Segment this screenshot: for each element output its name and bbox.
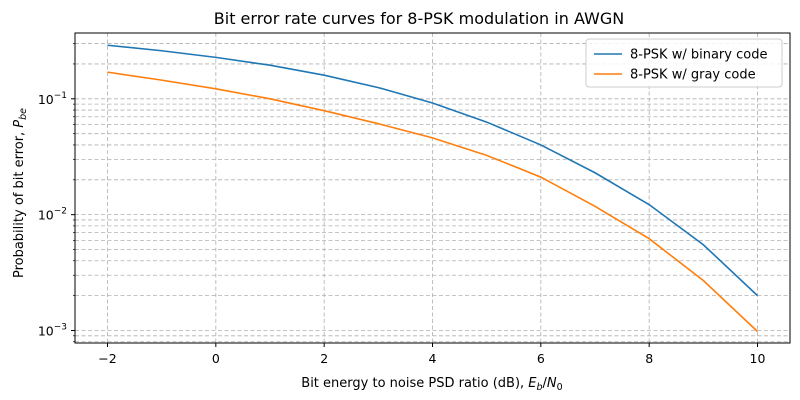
legend-entry-1: 8-PSK w/ binary code: [630, 48, 767, 63]
x-tick-label: 8: [645, 351, 653, 366]
series-line-2: [107, 71, 759, 333]
x-tick-label: 2: [320, 351, 328, 366]
chart-title: Bit error rate curves for 8-PSK modulati…: [214, 9, 624, 28]
x-tick-label: 4: [429, 351, 437, 366]
y-tick-labels: 10−3 10−2 10−1: [38, 91, 67, 339]
x-tick-label: 6: [537, 351, 545, 366]
legend: 8-PSK w/ binary code 8-PSK w/ gray code: [585, 38, 783, 88]
x-axis-label: Bit energy to noise PSD ratio (dB), Eb/N…: [301, 376, 562, 393]
x-tick-label: 0: [212, 351, 220, 366]
series-layer: [107, 44, 759, 333]
grid-layer: [75, 33, 790, 343]
legend-box: [585, 38, 783, 88]
y-tick-label: 10−3: [38, 323, 67, 339]
y-tick-label: 10−1: [38, 91, 67, 107]
legend-entry-2: 8-PSK w/ gray code: [630, 68, 756, 83]
series-line-1: [107, 44, 759, 297]
axes-layer: [71, 32, 791, 347]
x-tick-label: 10: [750, 351, 766, 366]
y-axis-label: Probability of bit error, Pbe: [12, 108, 29, 278]
x-tick-label: −2: [98, 351, 116, 366]
y-tick-label: 10−2: [38, 207, 67, 223]
x-tick-labels: −2 0 2 4 6 8 10: [98, 351, 765, 366]
